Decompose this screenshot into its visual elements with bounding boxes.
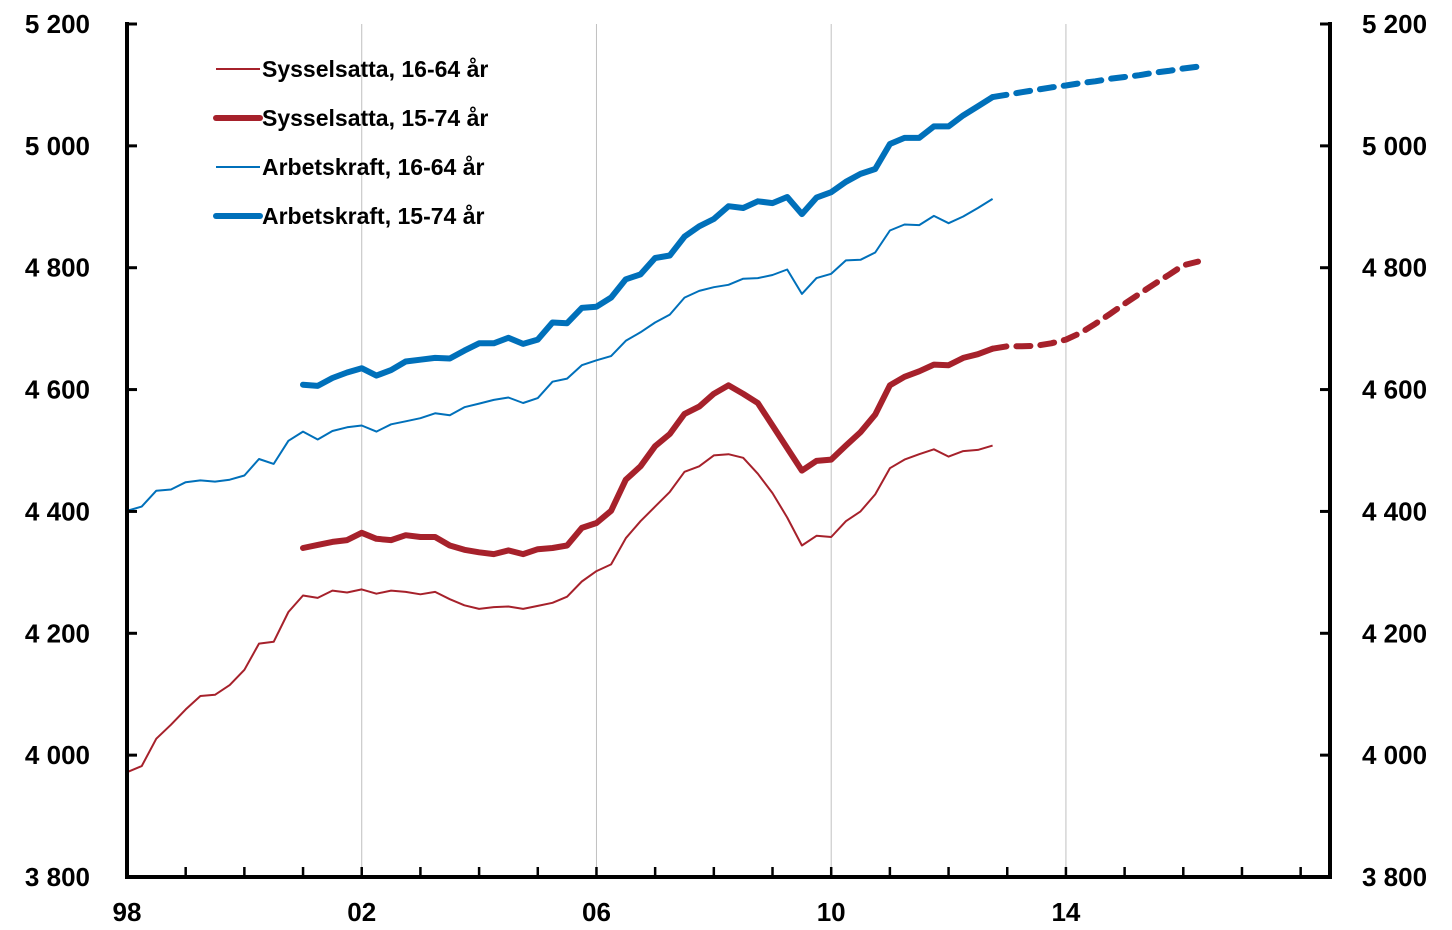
vertical-gridlines	[361, 24, 1067, 877]
y-tick-label-left: 4 600	[25, 375, 90, 405]
y-tick-label-left: 5 200	[25, 9, 90, 39]
series-line-forecast-5	[989, 63, 1201, 101]
series-line-sysselsatta-16-64-r	[126, 444, 993, 774]
series-line-arbetskraft-16-64-r	[126, 198, 994, 512]
x-tick-label: 14	[1051, 897, 1080, 927]
tick-labels: 3 800 3 800 4 000 4 000 4 200 4 200 4 400 4 400…	[25, 9, 1427, 927]
legend-label: Arbetskraft, 16-64 år	[262, 154, 484, 180]
legend-label: Arbetskraft, 15-74 år	[262, 203, 484, 229]
y-tick-label-right: 4 800	[1362, 253, 1427, 283]
y-tick-label-left: 3 800	[25, 862, 90, 892]
y-tick-label-right: 4 400	[1362, 496, 1427, 526]
y-tick-label-left: 4 000	[25, 740, 90, 770]
y-tick-label-left: 4 200	[25, 618, 90, 648]
y-tick-label-right: 3 800	[1362, 862, 1427, 892]
series-line-forecast-4	[989, 258, 1201, 352]
x-tick-label: 10	[817, 897, 846, 927]
legend-label: Sysselsatta, 15-74 år	[262, 105, 488, 131]
y-tick-label-right: 5 000	[1362, 131, 1427, 161]
series-line-arbetskraft-15-74-r	[300, 94, 996, 389]
axes	[125, 22, 1332, 879]
y-tick-label-left: 4 400	[25, 496, 90, 526]
y-tick-label-right: 5 200	[1362, 9, 1427, 39]
legend: Sysselsatta, 16-64 år Sysselsatta, 15-74 …	[213, 56, 488, 229]
legend-label: Sysselsatta, 16-64 år	[262, 56, 488, 82]
y-tick-label-right: 4 600	[1362, 375, 1427, 405]
y-tick-label-right: 4 200	[1362, 618, 1427, 648]
x-tick-label: 06	[582, 897, 611, 927]
y-tick-label-left: 4 800	[25, 253, 90, 283]
y-tick-label-left: 5 000	[25, 131, 90, 161]
y-tick-label-right: 4 000	[1362, 740, 1427, 770]
series-line-sysselsatta-15-74-r	[300, 345, 996, 558]
x-tick-label: 98	[113, 897, 142, 927]
series-layer	[126, 63, 1201, 774]
x-tick-label: 02	[347, 897, 376, 927]
